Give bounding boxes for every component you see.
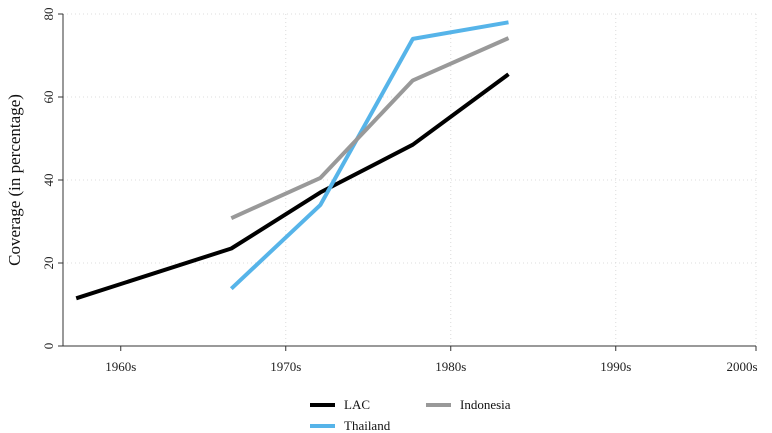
series-lines xyxy=(75,20,510,301)
series-line-indonesia xyxy=(230,36,510,221)
x-tick-label: 1970s xyxy=(270,359,301,374)
legend-label-indonesia: Indonesia xyxy=(460,397,511,412)
legend: LAC Thailand Indonesia xyxy=(310,397,511,433)
legend-label-lac: LAC xyxy=(344,397,370,412)
grid xyxy=(63,13,757,346)
x-tick-label: 1980s xyxy=(435,359,466,374)
y-tick-label: 40 xyxy=(41,174,56,187)
legend-label-thailand: Thailand xyxy=(344,418,391,433)
x-tick-label: 1990s xyxy=(600,359,631,374)
x-tick-label: 2000s xyxy=(726,359,757,374)
x-ticks: 1960s 1970s 1980s 1990s 2000s xyxy=(105,346,758,374)
axes xyxy=(62,14,756,347)
series-line-thailand xyxy=(229,20,509,291)
y-tick-label: 20 xyxy=(41,257,56,270)
x-tick-label: 1960s xyxy=(105,359,136,374)
y-axis-label: Coverage (in percentage) xyxy=(5,94,24,266)
y-tick-label: 0 xyxy=(41,343,56,350)
y-tick-label: 80 xyxy=(41,8,56,21)
y-ticks: 0 20 40 60 80 xyxy=(41,8,63,350)
y-tick-label: 60 xyxy=(41,91,56,104)
series-line-lac xyxy=(75,72,510,301)
